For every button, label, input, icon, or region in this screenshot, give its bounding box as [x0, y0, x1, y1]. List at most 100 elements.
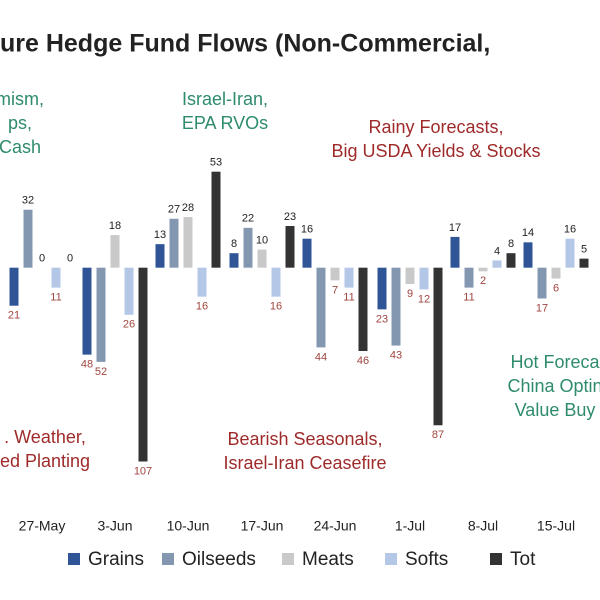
bar [82, 267, 92, 355]
bar [285, 226, 295, 268]
data-label: 16 [270, 301, 282, 313]
annotation: Rainy Forecasts, [368, 117, 503, 137]
data-label: 8 [231, 238, 237, 250]
annotation: . Weather, [4, 427, 86, 447]
bar [358, 267, 368, 352]
annotation: ps, [8, 113, 32, 133]
bar [9, 267, 19, 306]
annotation: Israel-Iran, [182, 89, 268, 109]
data-label: 52 [95, 366, 107, 378]
chart-title: ure Hedge Fund Flows (Non-Commercial, [0, 30, 490, 58]
bar [391, 267, 401, 346]
data-label: 28 [182, 202, 194, 214]
data-label: 8 [508, 238, 514, 250]
data-label: 23 [376, 313, 388, 325]
x-tick-label: 15-Jul [537, 518, 575, 534]
data-label: 14 [522, 227, 534, 239]
bar [197, 267, 207, 297]
data-label: 10 [256, 234, 268, 246]
bar [110, 235, 120, 268]
annotation: Israel-Iran Ceasefire [223, 453, 386, 473]
bar [183, 216, 193, 268]
bar [537, 267, 547, 299]
bar [124, 267, 134, 315]
data-label: 48 [81, 359, 93, 371]
annotation: EPA RVOs [182, 113, 268, 133]
x-tick-label: 27-May [19, 518, 66, 534]
x-tick-label: 8-Jul [468, 518, 498, 534]
bar [450, 236, 460, 268]
bar [506, 253, 516, 268]
data-label: 6 [553, 282, 559, 294]
bar [344, 267, 354, 288]
annotation: ed Planting [0, 451, 90, 471]
bar [478, 267, 488, 272]
annotation: Cash [0, 137, 41, 157]
data-label: 13 [154, 229, 166, 241]
data-label: 107 [134, 465, 152, 477]
bar [169, 218, 179, 268]
bar [579, 258, 589, 268]
legend-label: Softs [405, 549, 448, 570]
data-label: 43 [390, 349, 402, 361]
annotation: China Optin [507, 376, 600, 396]
data-label: 46 [357, 355, 369, 367]
data-label: 11 [343, 292, 354, 304]
bar [433, 267, 443, 426]
bar [51, 267, 61, 288]
bar [23, 209, 33, 268]
data-label: 87 [432, 429, 444, 441]
bar [316, 267, 326, 348]
bar [229, 253, 239, 268]
data-label: 0 [39, 253, 45, 265]
legend-swatch [385, 553, 397, 565]
x-tick-label: 3-Jun [97, 518, 132, 534]
bar [138, 267, 148, 462]
bar [565, 238, 575, 268]
bar [330, 267, 340, 281]
annotation: Hot Foreca [510, 352, 600, 372]
bar [464, 267, 474, 288]
data-label: 12 [418, 293, 430, 305]
data-label: 5 [581, 244, 587, 256]
bar [271, 267, 281, 297]
data-label: 11 [463, 292, 474, 304]
bar [551, 267, 561, 279]
data-label: 32 [22, 195, 34, 207]
data-label: 16 [564, 224, 576, 236]
legend-swatch [490, 553, 502, 565]
bar [405, 267, 415, 284]
x-tick-label: 17-Jun [241, 518, 284, 534]
data-label: 9 [407, 288, 413, 300]
data-label: 21 [8, 310, 20, 322]
bar [377, 267, 387, 310]
data-label: 17 [536, 302, 548, 314]
legend-label: Meats [302, 549, 354, 570]
data-label: 22 [242, 213, 254, 225]
data-label: 17 [449, 222, 461, 234]
legend-label: Tot [510, 549, 536, 570]
data-label: 44 [315, 351, 327, 363]
bar [96, 267, 106, 362]
x-tick-label: 24-Jun [314, 518, 357, 534]
data-label: 16 [196, 301, 208, 313]
legend-swatch [68, 553, 80, 565]
data-label: 16 [301, 224, 313, 236]
data-label: 53 [210, 157, 222, 169]
data-label: 23 [284, 211, 296, 223]
bar [302, 238, 312, 268]
x-tick-label: 10-Jun [167, 518, 210, 534]
legend-label: Oilseeds [182, 549, 256, 570]
data-label: 18 [109, 220, 121, 232]
data-label: 4 [494, 245, 500, 257]
legend-swatch [282, 553, 294, 565]
bar [492, 260, 502, 268]
data-label: 26 [123, 319, 135, 331]
data-label: 11 [50, 292, 61, 304]
data-label: 7 [332, 284, 338, 296]
legend-swatch [162, 553, 174, 565]
annotation: Bearish Seasonals, [227, 429, 382, 449]
bar [257, 249, 267, 268]
bar [523, 242, 533, 268]
